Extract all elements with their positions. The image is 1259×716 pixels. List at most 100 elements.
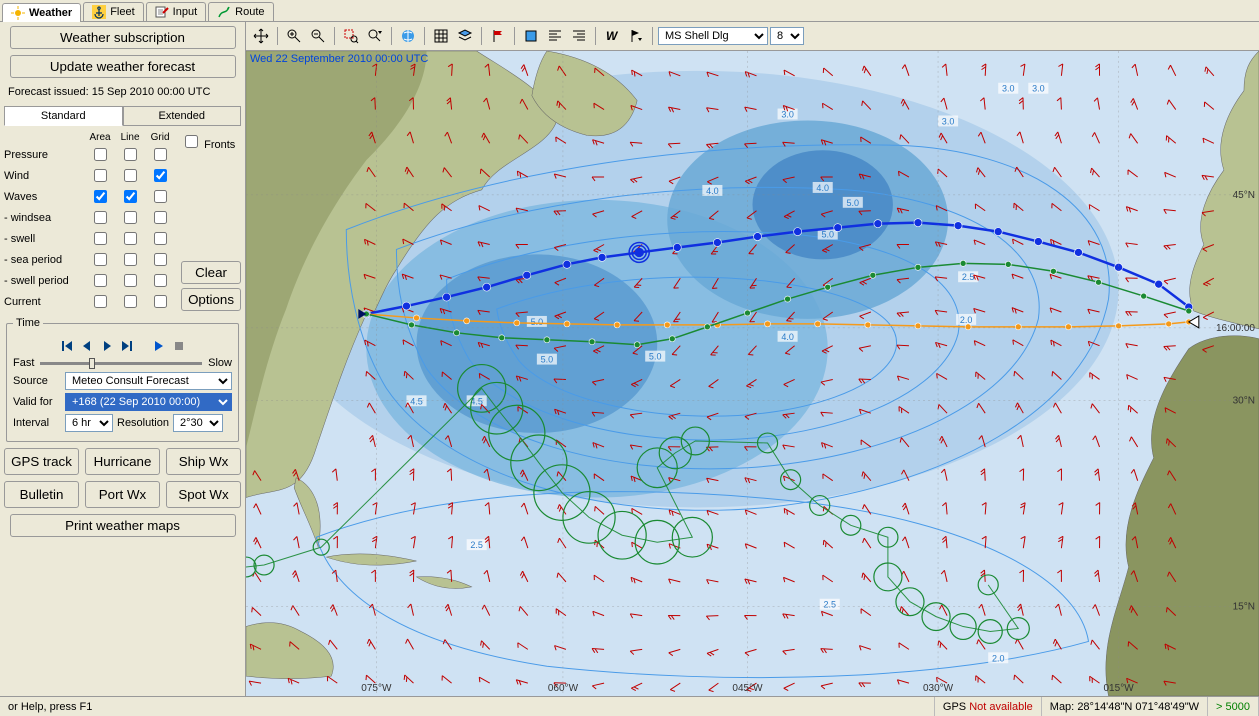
gps-track-button[interactable]: GPS track: [4, 448, 79, 475]
hurricane-button[interactable]: Hurricane: [85, 448, 160, 475]
tab-fleet[interactable]: Fleet: [83, 2, 143, 21]
subtab-standard[interactable]: Standard: [4, 106, 123, 126]
zoom-out-icon[interactable]: [307, 25, 329, 47]
clear-button[interactable]: Clear: [181, 261, 241, 284]
layer-grid-checkbox[interactable]: [154, 148, 167, 161]
layer-area-checkbox[interactable]: [94, 232, 107, 245]
layer-line-checkbox[interactable]: [124, 253, 137, 266]
zoom-area-icon[interactable]: [340, 25, 362, 47]
layer-area-checkbox[interactable]: [94, 148, 107, 161]
layer-grid-checkbox[interactable]: [154, 169, 167, 182]
layer-line-checkbox[interactable]: [124, 274, 137, 287]
text-tool-icon[interactable]: W: [601, 25, 623, 47]
portwx-button[interactable]: Port Wx: [85, 481, 160, 508]
source-select[interactable]: Meteo Consult Forecast: [65, 372, 232, 390]
svg-text:5.0: 5.0: [649, 352, 662, 362]
svg-text:3.0: 3.0: [942, 116, 955, 126]
validfor-label: Valid for: [13, 396, 61, 408]
fill-tool-icon[interactable]: [520, 25, 542, 47]
layer-line-checkbox[interactable]: [124, 232, 137, 245]
options-button[interactable]: Options: [181, 288, 241, 311]
align-left-icon[interactable]: [544, 25, 566, 47]
layer-grid-checkbox[interactable]: [154, 253, 167, 266]
grid-icon[interactable]: [430, 25, 452, 47]
tab-weather-label: Weather: [29, 7, 72, 19]
layer-line-checkbox[interactable]: [124, 148, 137, 161]
tab-input[interactable]: Input: [146, 2, 206, 21]
stop-icon[interactable]: [172, 339, 186, 353]
time-fieldset: Time Fast Slow Source Meteo: [6, 317, 239, 442]
layer-line-checkbox[interactable]: [124, 295, 137, 308]
interval-select[interactable]: 6 hr: [65, 414, 113, 432]
slow-label: Slow: [208, 357, 232, 369]
svg-text:030°W: 030°W: [923, 683, 954, 694]
svg-text:5.0: 5.0: [531, 317, 544, 327]
layer-area-checkbox[interactable]: [94, 190, 107, 203]
prev-icon[interactable]: [80, 339, 94, 353]
globe-icon[interactable]: [397, 25, 419, 47]
layer-area-checkbox[interactable]: [94, 274, 107, 287]
subscription-button[interactable]: Weather subscription: [10, 26, 236, 49]
svg-text:W: W: [606, 29, 619, 43]
layer-area-checkbox[interactable]: [94, 211, 107, 224]
app-root: Weather Fleet Input Route Weather subscr…: [0, 0, 1259, 716]
svg-text:4.0: 4.0: [781, 332, 794, 342]
slider-track[interactable]: [40, 362, 202, 365]
input-icon: [155, 5, 169, 19]
svg-text:16:00:00: 16:00:00: [1216, 323, 1255, 334]
pan-tool-icon[interactable]: [250, 25, 272, 47]
speed-slider[interactable]: Fast Slow: [13, 357, 232, 369]
layer-grid-checkbox[interactable]: [154, 211, 167, 224]
zoom-in-icon[interactable]: [283, 25, 305, 47]
status-bar: or Help, press F1 GPS Not available Map:…: [0, 696, 1259, 716]
layer-grid-checkbox[interactable]: [154, 190, 167, 203]
fontsize-select[interactable]: 8: [770, 27, 804, 45]
subtab-extended[interactable]: Extended: [123, 106, 242, 126]
play-icon[interactable]: [152, 339, 166, 353]
zoom-dropdown-icon[interactable]: [364, 25, 386, 47]
font-select[interactable]: MS Shell Dlg: [658, 27, 768, 45]
route-icon: [217, 5, 231, 19]
col-line: Line: [115, 132, 145, 143]
waypoint-tool-icon[interactable]: [625, 25, 647, 47]
align-right-icon[interactable]: [568, 25, 590, 47]
svg-text:2.5: 2.5: [823, 600, 836, 610]
layer-area-checkbox[interactable]: [94, 253, 107, 266]
layer-row-label: Current: [4, 296, 85, 308]
update-forecast-button[interactable]: Update weather forecast: [10, 55, 236, 78]
top-tabstrip: Weather Fleet Input Route: [0, 0, 1259, 22]
subtabs: Standard Extended: [4, 106, 241, 126]
status-coords: Map: 28°14'48"N 071°48'49"W: [1042, 697, 1208, 716]
spotwx-button[interactable]: Spot Wx: [166, 481, 241, 508]
svg-text:2.0: 2.0: [960, 315, 973, 325]
tab-route[interactable]: Route: [208, 2, 273, 21]
print-maps-button[interactable]: Print weather maps: [10, 514, 236, 537]
layer-grid-checkbox[interactable]: [154, 295, 167, 308]
svg-text:075°W: 075°W: [361, 683, 392, 694]
fronts-checkbox-wrap[interactable]: Fronts: [181, 132, 241, 151]
tab-weather[interactable]: Weather: [2, 3, 81, 22]
layer-line-checkbox[interactable]: [124, 169, 137, 182]
tab-fleet-label: Fleet: [110, 6, 134, 18]
bulletin-button[interactable]: Bulletin: [4, 481, 79, 508]
first-icon[interactable]: [60, 339, 74, 353]
fronts-checkbox[interactable]: [185, 135, 198, 148]
chart-canvas[interactable]: Wed 22 September 2010 00:00 UTC 5.05.05.…: [246, 51, 1259, 696]
layer-area-checkbox[interactable]: [94, 295, 107, 308]
validfor-select[interactable]: +168 (22 Sep 2010 00:00): [65, 393, 232, 411]
shipwx-button[interactable]: Ship Wx: [166, 448, 241, 475]
status-gps: GPS Not available: [935, 697, 1042, 716]
flag-icon[interactable]: [487, 25, 509, 47]
resolution-select[interactable]: 2°30: [173, 414, 223, 432]
layer-grid-checkbox[interactable]: [154, 274, 167, 287]
last-icon[interactable]: [120, 339, 134, 353]
layer-line-checkbox[interactable]: [124, 190, 137, 203]
next-icon[interactable]: [100, 339, 114, 353]
slider-thumb[interactable]: [89, 358, 95, 369]
resolution-label: Resolution: [117, 417, 169, 429]
col-grid: Grid: [145, 132, 175, 143]
layer-line-checkbox[interactable]: [124, 211, 137, 224]
layers-icon[interactable]: [454, 25, 476, 47]
layer-area-checkbox[interactable]: [94, 169, 107, 182]
layer-grid-checkbox[interactable]: [154, 232, 167, 245]
